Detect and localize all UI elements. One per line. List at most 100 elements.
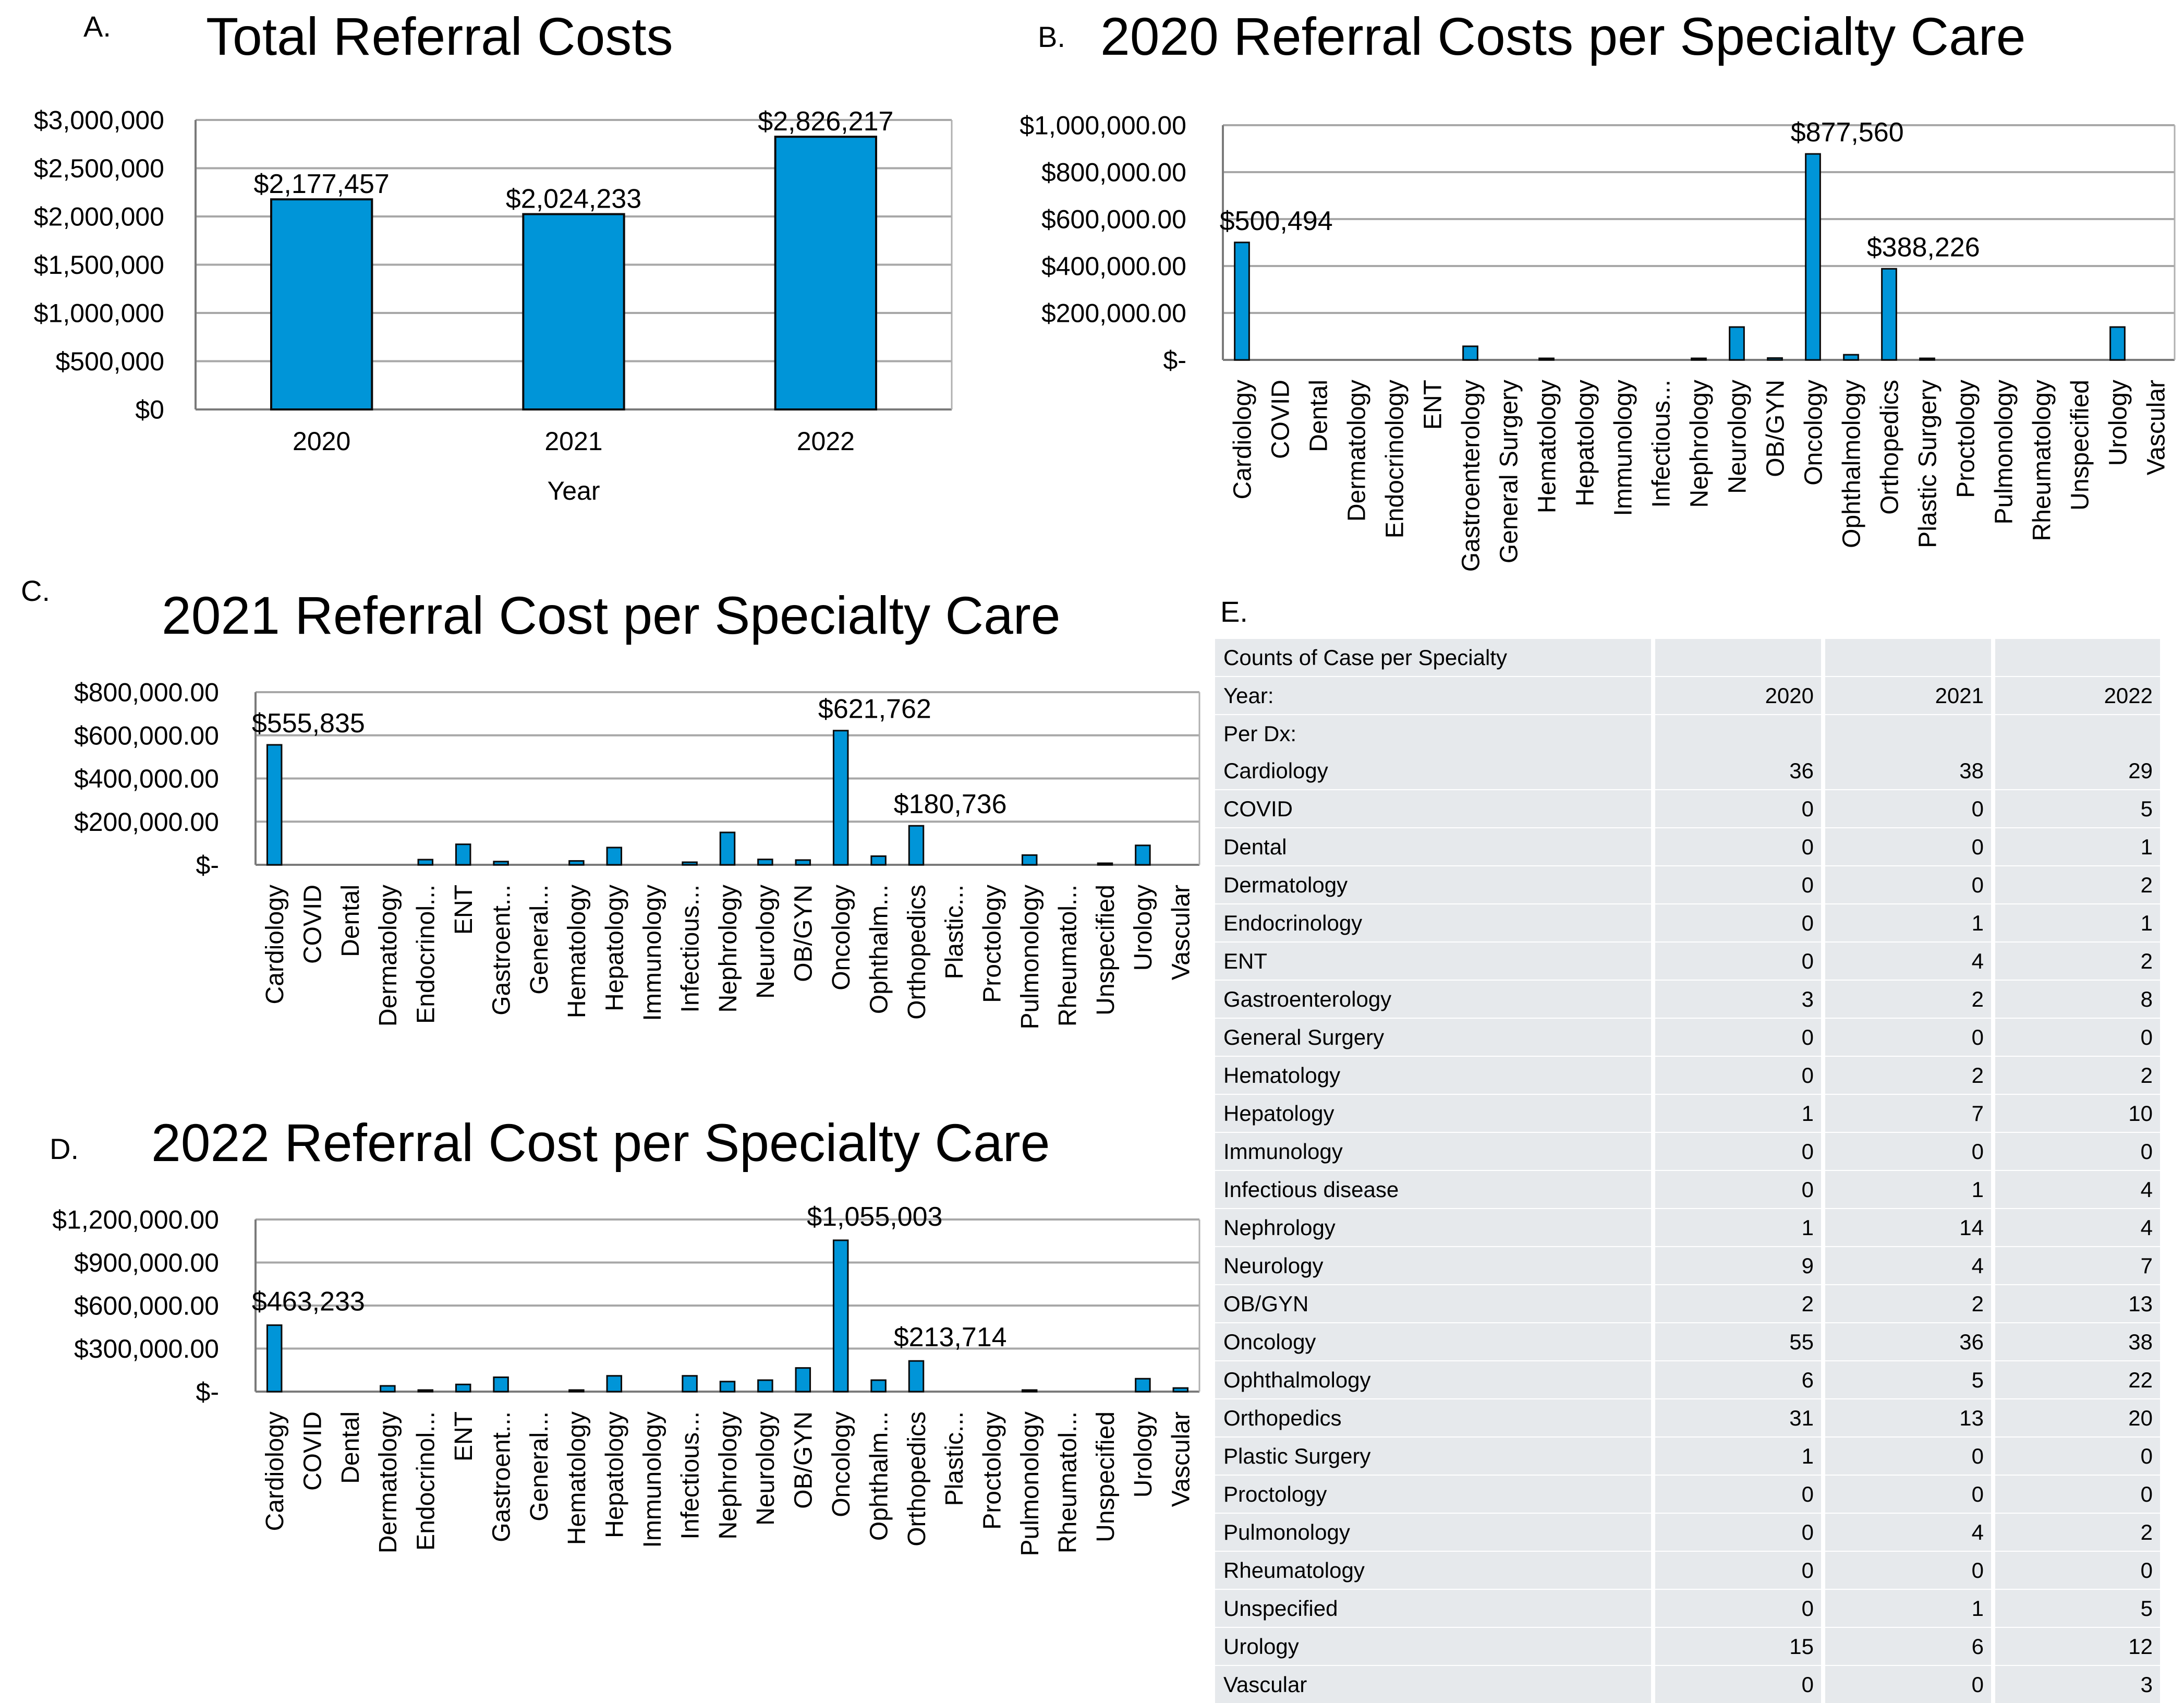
table-year-row: Year: 2020 2021 2022 xyxy=(1215,676,2164,714)
y-tick-label: $0 xyxy=(135,395,164,425)
y-tick-label: $200,000.00 xyxy=(1041,299,1186,328)
table-cell-specialty: Cardiology xyxy=(1215,752,1651,789)
x-tick-label: Pulmonology xyxy=(1990,380,2018,525)
table-cell-count: 4 xyxy=(1825,1247,1991,1284)
x-tick-label: Gastroent... xyxy=(488,885,515,1016)
table-cell-count: 0 xyxy=(1825,828,1991,865)
table-year-header: 2020 xyxy=(1655,677,1821,714)
chart-2020-specialty: $- $200,000.00 $400,000.00 $600,000.00 $800,… xyxy=(1020,111,2176,572)
panel-label-a: A. xyxy=(83,10,111,43)
table-cell-count: 1 xyxy=(1825,1171,1991,1208)
x-tick-label: General... xyxy=(526,885,553,995)
table-cell-specialty: Vascular xyxy=(1215,1666,1651,1703)
table-cell-specialty: Immunology xyxy=(1215,1133,1651,1170)
bar xyxy=(908,1360,925,1393)
table-cell-count: 1 xyxy=(1825,1590,1991,1627)
chart-b-title: 2020 Referral Costs per Specialty Care xyxy=(1100,7,2026,66)
table-cell-count: 1 xyxy=(1995,828,2160,865)
bar xyxy=(417,859,434,866)
table-cell-count: 7 xyxy=(1825,1095,1991,1132)
table-cell-count: 22 xyxy=(1995,1361,2160,1398)
bar xyxy=(1135,844,1151,866)
table-row: Endocrinology 0 1 1 xyxy=(1215,903,2164,941)
data-label: $2,177,457 xyxy=(254,169,390,199)
table-cell-specialty: COVID xyxy=(1215,790,1651,827)
y-tick-label: $- xyxy=(196,1378,219,1407)
x-axis-title: Year xyxy=(547,476,600,505)
table-year-header: 2021 xyxy=(1825,677,1991,714)
x-tick-label: Cardiology xyxy=(261,885,289,1004)
table-cell-count: 6 xyxy=(1655,1361,1821,1398)
bar xyxy=(757,1379,773,1393)
data-label: $213,714 xyxy=(894,1322,1007,1352)
bar xyxy=(1805,153,1821,361)
x-tick-label: 2021 xyxy=(544,427,602,456)
table-cell-count: 12 xyxy=(1995,1628,2160,1665)
table-cell-count: 5 xyxy=(1995,790,2160,827)
table-subheader-row: Per Dx: xyxy=(1215,714,2164,752)
table-row: Dermatology 0 0 2 xyxy=(1215,865,2164,903)
table-cell-count: 1 xyxy=(1995,904,2160,941)
table-cell-count: 6 xyxy=(1825,1628,1991,1665)
x-tick-label: Hematology xyxy=(563,885,591,1018)
data-label: $555,835 xyxy=(252,708,365,739)
bar xyxy=(682,861,698,866)
y-tick-label: $800,000.00 xyxy=(74,678,219,707)
table-cell-specialty: Dental xyxy=(1215,828,1651,865)
data-label: $877,560 xyxy=(1791,117,1904,148)
x-tick-label: Plastic Surgery xyxy=(1914,380,1942,548)
bar xyxy=(266,744,283,866)
table-cell-count: 0 xyxy=(1825,866,1991,903)
table-cell-count: 0 xyxy=(1995,1019,2160,1056)
data-label: $1,055,003 xyxy=(807,1202,942,1232)
table-cell-count: 2 xyxy=(1825,981,1991,1018)
x-tick-label: ENT xyxy=(450,885,478,935)
table-cell-count: 10 xyxy=(1995,1095,2160,1132)
table-cell-specialty: Rheumatology xyxy=(1215,1552,1651,1589)
x-tick-label: Rheumatology xyxy=(2028,380,2056,541)
chart-2021-specialty: $- $200,000.00 $400,000.00 $600,000.00 $800,… xyxy=(74,678,1200,1030)
table-cell-specialty: Oncology xyxy=(1215,1323,1651,1360)
y-tick-label: $600,000.00 xyxy=(74,1291,219,1321)
x-tick-label: 2020 xyxy=(293,427,350,456)
x-tick-label: Pulmonology xyxy=(1016,885,1044,1030)
y-tick-label: $800,000.00 xyxy=(1041,158,1186,187)
data-label: $2,826,217 xyxy=(758,106,893,137)
table-row: Hematology 0 2 2 xyxy=(1215,1056,2164,1094)
y-tick-label: $1,000,000 xyxy=(34,299,164,328)
table-cell-specialty: Gastroenterology xyxy=(1215,981,1651,1018)
table-cell-count: 0 xyxy=(1825,790,1991,827)
y-tick-label: $1,500,000 xyxy=(34,250,164,280)
x-tick-label: Dermatology xyxy=(1343,380,1370,522)
table-cell-count: 4 xyxy=(1995,1171,2160,1208)
table-cell-count: 0 xyxy=(1655,1666,1821,1703)
x-tick-label: Infectious... xyxy=(676,1411,704,1539)
x-tick-label: Dental xyxy=(1305,380,1332,452)
bar xyxy=(1021,1389,1038,1393)
table-cell-count: 4 xyxy=(1825,943,1991,980)
table-cell-count: 2 xyxy=(1825,1285,1991,1322)
x-tick-label: Urology xyxy=(1130,885,1157,971)
table-cell-count: 0 xyxy=(1655,1514,1821,1551)
x-tick-label: Dermatology xyxy=(374,1411,402,1553)
bar xyxy=(795,1367,811,1393)
bar xyxy=(455,843,471,866)
table-row: Cardiology 36 38 29 xyxy=(1215,752,2164,789)
table-cell-count: 0 xyxy=(1655,1171,1821,1208)
table-cell-count: 0 xyxy=(1655,904,1821,941)
bar xyxy=(1462,345,1478,361)
x-tick-label: Endocrinology xyxy=(1381,380,1409,538)
chart-c-title: 2021 Referral Cost per Specialty Care xyxy=(162,586,1061,645)
table-row: COVID 0 0 5 xyxy=(1215,789,2164,827)
table-cell-count: 1 xyxy=(1655,1438,1821,1475)
x-tick-label: Gastroenterology xyxy=(1457,380,1485,572)
x-tick-label: COVID xyxy=(299,1411,326,1491)
x-tick-label: Ophthalm... xyxy=(865,885,893,1014)
bar xyxy=(1767,357,1783,361)
table-cell-specialty: Urology xyxy=(1215,1628,1651,1665)
x-tick-label: 2022 xyxy=(797,427,855,456)
table-cell-count: 13 xyxy=(1995,1285,2160,1322)
bar xyxy=(1172,1387,1189,1393)
table-cell-specialty: Orthopedics xyxy=(1215,1399,1651,1436)
x-tick-label: Endocrinol... xyxy=(412,1411,440,1551)
